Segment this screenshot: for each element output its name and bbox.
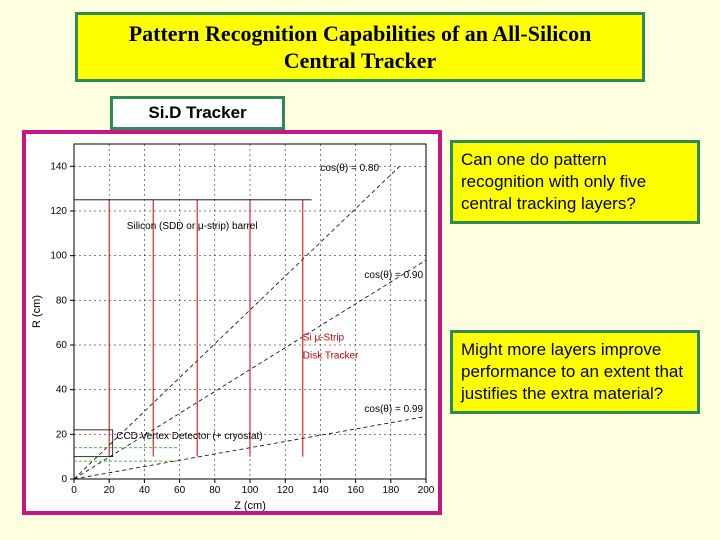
svg-text:80: 80: [56, 295, 68, 306]
svg-text:160: 160: [347, 485, 364, 496]
question-box-1: Can one do pattern recognition with only…: [450, 140, 700, 224]
slide-title: Pattern Recognition Capabilities of an A…: [75, 12, 645, 82]
tracker-label: Si.D Tracker: [110, 96, 285, 130]
svg-text:180: 180: [382, 485, 399, 496]
svg-text:100: 100: [50, 251, 67, 262]
svg-text:Disk Tracker: Disk Tracker: [303, 350, 359, 361]
svg-text:140: 140: [312, 485, 329, 496]
svg-text:cos(θ) = 0.80: cos(θ) = 0.80: [320, 163, 379, 174]
svg-text:0: 0: [61, 474, 67, 485]
svg-text:200: 200: [418, 485, 435, 496]
svg-text:0: 0: [71, 485, 77, 496]
svg-text:20: 20: [56, 429, 68, 440]
question-box-2: Might more layers improve performance to…: [450, 330, 700, 414]
svg-text:60: 60: [174, 485, 186, 496]
svg-text:60: 60: [56, 340, 68, 351]
svg-text:120: 120: [50, 206, 67, 217]
svg-text:cos(θ) = 0.99: cos(θ) = 0.99: [364, 404, 423, 415]
svg-text:Z (cm): Z (cm): [234, 500, 266, 511]
svg-text:R (cm): R (cm): [31, 295, 43, 328]
svg-text:120: 120: [277, 485, 294, 496]
svg-text:CCD Vertex Detector (+ cryosta: CCD Vertex Detector (+ cryostat): [116, 431, 262, 442]
svg-text:40: 40: [139, 485, 151, 496]
svg-text:20: 20: [104, 485, 116, 496]
svg-text:Silicon (SDD or μ-strip) barre: Silicon (SDD or μ-strip) barrel: [127, 221, 258, 232]
svg-text:Si μ-Strip: Si μ-Strip: [303, 333, 345, 344]
tracker-chart: 0 20 40 60 80 100 120 140 160 180 200 0 20 40 60 80 100 1…: [22, 130, 442, 515]
chart-svg: 0 20 40 60 80 100 120 140 160 180 200 0 20 40 60 80 100 1…: [26, 134, 438, 511]
svg-text:100: 100: [242, 485, 259, 496]
svg-text:80: 80: [209, 485, 221, 496]
svg-text:cos(θ) = 0.90: cos(θ) = 0.90: [364, 270, 423, 281]
svg-text:40: 40: [56, 385, 68, 396]
svg-text:140: 140: [50, 161, 67, 172]
